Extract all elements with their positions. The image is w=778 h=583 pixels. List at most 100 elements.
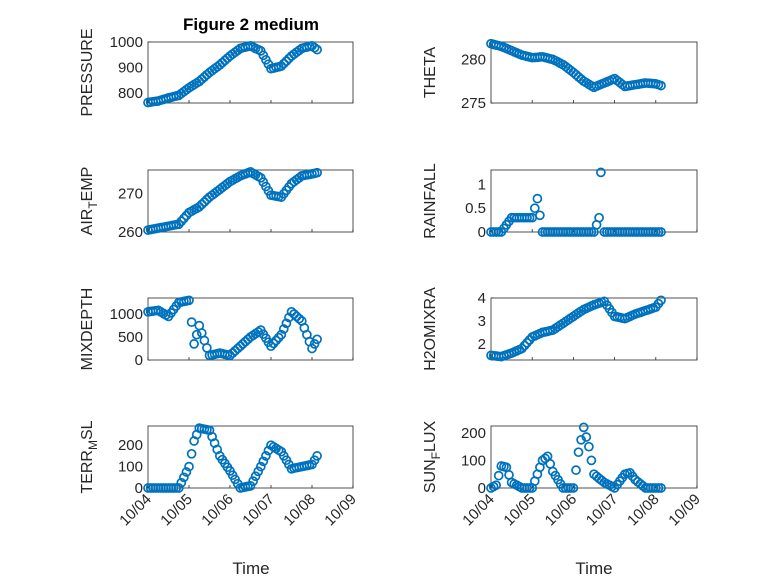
y-axis-label-subscript: T <box>86 201 100 209</box>
y-tick-label: 280 <box>461 51 486 68</box>
data-point <box>309 42 320 53</box>
data-point <box>248 476 258 486</box>
data-point <box>581 432 592 442</box>
data-point <box>540 453 550 464</box>
y-tick-label: 1 <box>478 176 486 193</box>
y-axis-label-part: AIR <box>79 209 96 236</box>
data-point <box>281 56 292 66</box>
y-tick-label: 0 <box>478 480 486 497</box>
data-point <box>273 332 284 343</box>
data-point <box>571 465 581 475</box>
data-point <box>181 467 192 477</box>
data-point <box>253 466 264 477</box>
data-point <box>276 61 287 71</box>
data-point <box>271 335 281 346</box>
y-axis-label-part: SUN <box>422 459 439 493</box>
axes-frame <box>147 169 354 233</box>
y-tick-label: 0 <box>478 224 486 241</box>
y-tick-label: 900 <box>118 59 143 76</box>
data-point <box>519 340 530 351</box>
data-point <box>493 470 504 481</box>
y-tick-label: 200 <box>461 425 486 442</box>
data-point <box>186 448 197 459</box>
y-tick-label: 260 <box>118 224 143 241</box>
data-point <box>258 456 269 467</box>
y-tick-label: 0.5 <box>465 200 486 217</box>
y-tick-label: 200 <box>118 437 143 454</box>
y-axis-label: PRESSURE <box>79 28 96 116</box>
data-point <box>596 167 606 178</box>
data-point <box>179 472 189 483</box>
data-point <box>568 483 579 493</box>
data-point <box>176 216 187 227</box>
panel-4: 0 0.5 1 RAINFALL <box>422 163 698 241</box>
axes-frame <box>147 41 354 104</box>
data-point <box>191 329 202 340</box>
data-point <box>176 477 187 488</box>
y-axis-label: RAINFALL <box>422 163 439 239</box>
data-point <box>173 483 184 493</box>
y-axis-label-subscript: F <box>429 452 443 459</box>
data-point <box>656 483 666 493</box>
data-point <box>656 295 666 306</box>
axes-frame <box>147 297 354 361</box>
data-point <box>312 451 322 461</box>
y-axis-label-part: LUX <box>422 421 439 452</box>
y-axis-label-subscript: M <box>86 440 100 450</box>
y-axis-label: THETA <box>422 47 439 99</box>
data-point <box>266 341 276 352</box>
y-axis-label-part: TERR <box>79 450 96 494</box>
y-axis-label: AIRTEMP <box>79 167 100 236</box>
data-point <box>245 481 256 491</box>
data-point <box>250 471 261 482</box>
data-point <box>184 461 194 472</box>
y-tick-label: 1000 <box>110 306 143 323</box>
data-point <box>281 318 292 329</box>
y-axis-label: MIXDEPTH <box>79 288 96 371</box>
panel-2: 275 280 THETA <box>422 38 698 112</box>
figure-title: Figure 2 medium <box>183 15 319 34</box>
data-point <box>196 199 207 210</box>
y-tick-label: 100 <box>461 452 486 469</box>
panel-3: 260 270 AIRTEMP <box>79 167 354 241</box>
y-tick-label: 500 <box>118 329 143 346</box>
y-tick-label: 275 <box>461 95 486 112</box>
y-tick-label: 1000 <box>110 34 143 51</box>
data-point <box>491 480 501 491</box>
y-tick-label: 0 <box>135 352 143 369</box>
data-point <box>576 434 586 445</box>
data-point <box>194 201 205 212</box>
data-point <box>255 461 266 472</box>
data-point <box>522 337 532 348</box>
data-point <box>529 203 540 214</box>
data-point <box>179 213 189 224</box>
data-point <box>584 441 594 452</box>
y-axis-label: H2OMIXRA <box>422 287 439 371</box>
data-point <box>535 210 545 221</box>
data-point <box>184 295 194 306</box>
data-point <box>278 58 289 69</box>
x-axis-label-left: Time <box>232 559 269 578</box>
data-point <box>189 339 199 349</box>
data-point <box>278 324 289 334</box>
y-tick-label: 2 <box>478 336 486 353</box>
data-point <box>532 193 543 204</box>
y-tick-label: 100 <box>118 459 143 476</box>
y-axis-label: TERRMSL <box>79 420 100 493</box>
data-point <box>268 338 279 349</box>
panel-5: 0 500 1000 MIXDEPTH <box>79 288 354 371</box>
panel-6: 2 3 4 H2OMIXRA <box>422 287 698 371</box>
data-point <box>656 227 666 237</box>
panel-1: 800 900 1000 PRESSURE <box>79 28 354 117</box>
x-axis-label-right: Time <box>575 559 612 578</box>
y-tick-label: 800 <box>118 85 143 102</box>
data-point <box>578 422 589 433</box>
data-point <box>586 455 597 466</box>
y-tick-label: 3 <box>478 313 486 330</box>
y-tick-label: 270 <box>118 185 143 202</box>
y-axis-label: SUNFLUX <box>422 421 443 494</box>
data-point <box>656 80 666 91</box>
data-point <box>517 343 527 354</box>
data-point <box>594 212 604 223</box>
